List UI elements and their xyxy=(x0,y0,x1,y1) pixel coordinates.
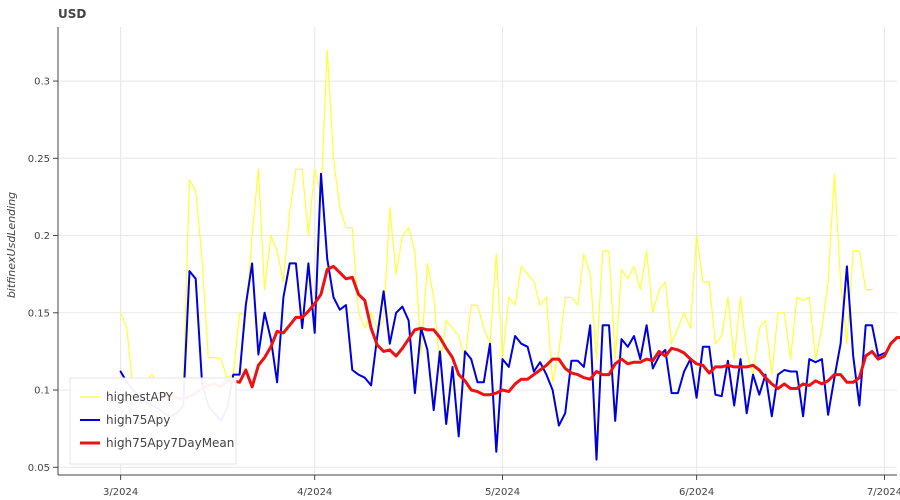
x-tick-label: 7/2024 xyxy=(867,487,900,498)
x-tick-label: 6/2024 xyxy=(679,487,714,498)
series-line-high75Apy xyxy=(119,172,886,461)
y-tick-label: 0.25 xyxy=(28,154,50,165)
legend: highestAPY high75Apy high75Apy7DayMean xyxy=(69,377,237,465)
series-lines xyxy=(119,49,900,461)
y-tick-label: 0.05 xyxy=(28,463,50,474)
y-tick-label: 0.2 xyxy=(34,231,50,242)
legend-label-highestAPY: highestAPY xyxy=(106,390,174,404)
y-tick-label: 0.15 xyxy=(28,308,50,319)
legend-label-high75Apy7DayMean: high75Apy7DayMean xyxy=(106,436,234,450)
y-tick-label: 0.1 xyxy=(34,386,50,397)
x-tick-label: 4/2024 xyxy=(297,487,332,498)
x-tick-label: 3/2024 xyxy=(103,487,138,498)
y-axis-title: bitfinexUsdLending xyxy=(5,192,18,298)
series-line-high75Apy7DayMean xyxy=(156,264,900,401)
y-tick-label: 0.3 xyxy=(34,77,50,88)
chart-title: USD xyxy=(58,7,86,21)
axes: 3/2024 4/2024 5/2024 6/2024 7/2024 0.05 0.1 0.1… xyxy=(28,27,900,498)
legend-label-high75Apy: high75Apy xyxy=(106,413,170,427)
x-tick-label: 5/2024 xyxy=(485,487,520,498)
legend-box xyxy=(69,377,237,465)
